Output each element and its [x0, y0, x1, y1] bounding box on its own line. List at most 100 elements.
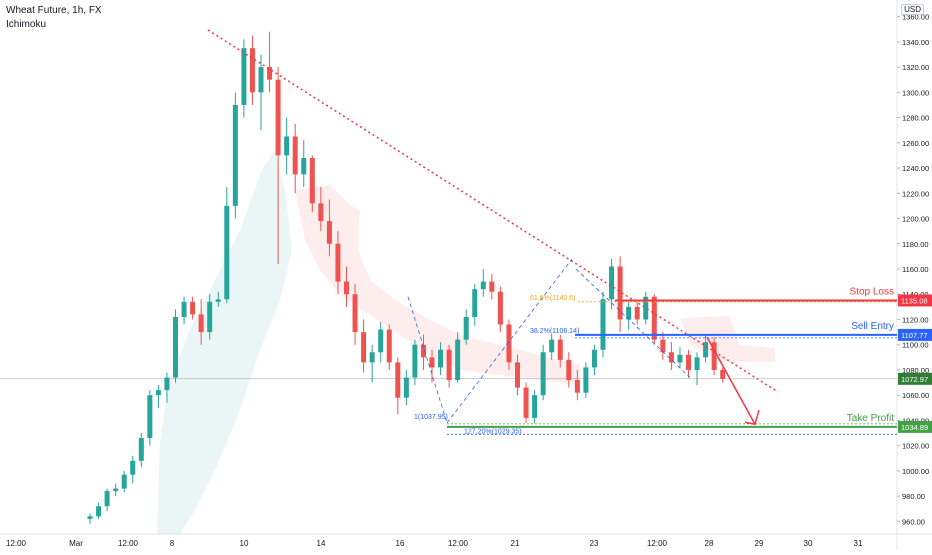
candle-body	[497, 291, 503, 325]
y-tick-label: 1300.00	[902, 88, 929, 97]
stop-loss-badge	[898, 294, 932, 307]
candle-body	[429, 357, 435, 368]
candle-body	[668, 352, 674, 363]
x-tick-label: 12:00	[6, 539, 27, 548]
candle-body	[241, 48, 247, 105]
sell-entry-label: Sell Entry	[851, 321, 894, 332]
x-tick-label: 31	[854, 539, 863, 548]
candle-body	[301, 157, 307, 175]
candle-body	[121, 474, 127, 489]
candle-body	[660, 339, 666, 353]
current-price-value: 1072.97	[901, 375, 928, 384]
candle-body	[292, 136, 298, 175]
candle-body	[378, 329, 384, 353]
candle-body	[686, 354, 691, 370]
x-tick-label: 23	[590, 539, 599, 548]
fib-swing-up	[446, 258, 573, 424]
ichimoku-cloud-red	[295, 185, 580, 385]
x-tick-label: 14	[317, 539, 326, 548]
candle-body	[309, 157, 315, 204]
y-tick-label: 980.00	[902, 492, 925, 501]
candle-body	[113, 488, 119, 492]
y-tick-label: 1120.00	[902, 315, 929, 324]
y-tick-label: 1340.00	[902, 38, 929, 47]
candle-body	[386, 329, 392, 363]
x-tick-label: 21	[511, 539, 520, 548]
candle-body	[198, 314, 204, 333]
candle-body	[446, 349, 452, 381]
candle-body	[609, 266, 615, 300]
candle-body	[96, 506, 102, 517]
y-tick-label: 1000.00	[902, 467, 929, 476]
candle-body	[472, 289, 478, 317]
candle-body	[617, 266, 623, 320]
candle-body	[284, 136, 290, 156]
chart-title: Wheat Future, 1h, FX	[6, 5, 102, 16]
candle-body	[651, 296, 657, 340]
y-tick-label: 1100.00	[902, 341, 929, 350]
candle-body	[506, 324, 512, 363]
x-tick-label: 29	[755, 539, 764, 548]
candle-body	[455, 339, 461, 381]
candle-body	[532, 395, 538, 418]
ichimoku-cloud-green	[157, 150, 292, 534]
sell-entry-price: 1107.77	[901, 331, 928, 340]
fib-swing-down	[575, 268, 691, 378]
candle-body	[207, 301, 213, 333]
candle-body	[540, 352, 546, 396]
x-tick-label: 30	[804, 539, 813, 548]
candle-body	[258, 67, 264, 93]
currency-badge[interactable]: USD	[901, 4, 924, 15]
candle-body	[643, 296, 649, 320]
stop-loss-price: 1135.08	[901, 296, 928, 305]
candle-body	[138, 438, 144, 461]
x-tick-label: 10	[240, 539, 249, 548]
y-tick-label: 1280.00	[902, 114, 929, 123]
candle-body	[335, 243, 341, 282]
indicator-label: Ichimoku	[6, 19, 47, 30]
candle-body	[215, 299, 221, 302]
x-tick-label: 8	[170, 539, 175, 548]
take-profit-label: Take Profit	[847, 413, 894, 424]
y-tick-label: 1160.00	[902, 265, 929, 274]
candle-body	[249, 48, 255, 93]
candle-body	[395, 362, 401, 398]
candle-body	[326, 221, 332, 244]
x-tick-label: 28	[705, 539, 714, 548]
candle-body	[164, 377, 170, 391]
candle-body	[703, 342, 709, 358]
current-price-badge	[898, 372, 932, 385]
fib-swing-prev	[407, 296, 448, 424]
candle-body	[412, 344, 418, 378]
candle-body	[344, 281, 349, 295]
candle-body	[155, 390, 161, 396]
candle-body	[438, 349, 444, 368]
candle-body	[181, 301, 187, 317]
candle-body	[480, 281, 486, 290]
candle-body	[224, 205, 230, 300]
projection-arrow-head	[744, 410, 760, 426]
y-tick-label: 1180.00	[902, 240, 929, 249]
y-tick-label: 1320.00	[902, 63, 929, 72]
candle-body	[361, 332, 367, 363]
projection-arrow-shaft	[706, 336, 756, 425]
y-tick-label: 1220.00	[902, 189, 929, 198]
candle-body	[634, 306, 640, 320]
candle-body	[489, 281, 495, 292]
y-tick-label: 1080.00	[902, 366, 929, 375]
candle-body	[600, 299, 606, 350]
candle-body	[463, 316, 469, 340]
y-tick-label: 1260.00	[902, 139, 929, 148]
candle-body	[173, 316, 178, 378]
candle-body	[352, 294, 358, 333]
y-tick-label: 960.00	[902, 517, 925, 526]
candle-body	[267, 67, 273, 80]
candle-body	[574, 380, 580, 393]
y-tick-label: 1360.00	[902, 13, 929, 22]
candle-body	[369, 352, 375, 363]
fib-1-label: 1(1037.95)	[414, 414, 448, 421]
x-tick-label: Mar	[69, 539, 83, 548]
candle-body	[190, 301, 196, 315]
candle-body	[403, 377, 409, 398]
